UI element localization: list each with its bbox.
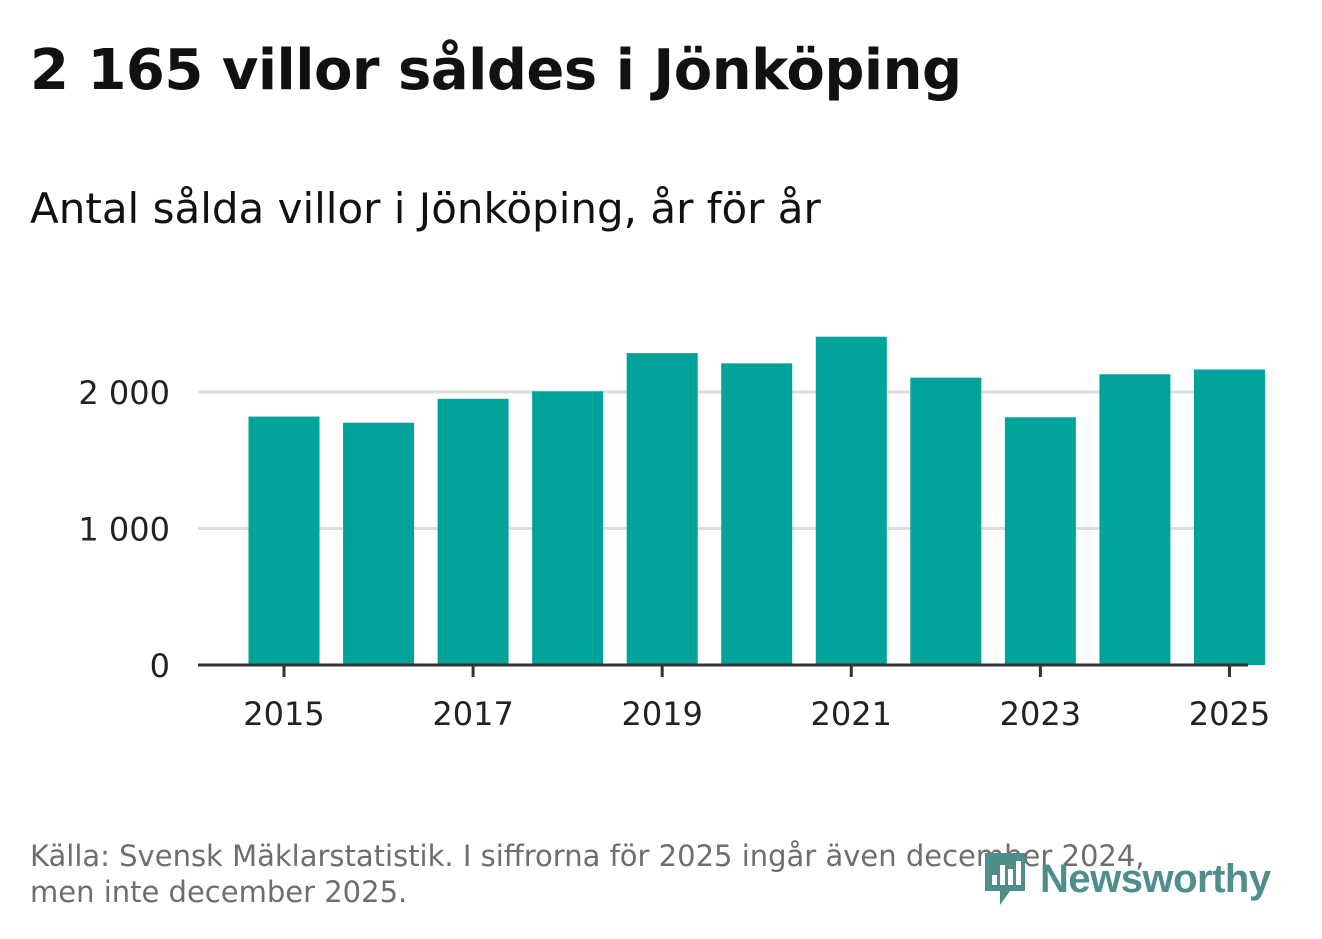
x-tick-label: 2019 [621,695,702,733]
x-tick-label: 2023 [1000,695,1081,733]
bar-2017 [437,398,509,665]
newsworthy-logo-icon [985,853,1025,905]
source-line-1: Källa: Svensk Mäklarstatistik. I siffror… [30,839,1145,873]
y-tick-label: 1 000 [78,511,170,549]
x-tick-label: 2021 [811,695,892,733]
bar-2016 [343,422,415,665]
x-tick-label: 2025 [1189,695,1270,733]
newsworthy-logo-text: Newsworthy [1040,856,1271,901]
bar-2025 [1193,369,1265,665]
bar-2020 [721,363,793,665]
bar-2018 [532,391,604,665]
newsworthy-logo: Newsworthy [980,848,1271,910]
bar-2024 [1099,374,1171,665]
source-line-2: men inte december 2025. [30,875,408,909]
bar-2022 [910,377,982,665]
y-tick-label: 0 [150,647,170,685]
bars [248,336,1265,665]
bar-2023 [1004,417,1076,665]
chart-subtitle: Antal sålda villor i Jönköping, år för å… [30,184,821,233]
x-tick-label: 2015 [243,695,324,733]
bar-2015 [248,416,320,665]
bar-chart: 2015 2017 2019 2021 2023 2025 0 1 000 2 000 [78,336,1270,733]
bar-2021 [815,336,887,665]
chart-title: 2 165 villor såldes i Jönköping [30,38,962,103]
y-tick-label: 2 000 [78,374,170,412]
source-note: Källa: Svensk Mäklarstatistik. I siffror… [30,838,1230,910]
x-axis: 2015 2017 2019 2021 2023 2025 [198,663,1270,733]
y-axis-labels: 0 1 000 2 000 [78,374,170,685]
x-tick-label: 2017 [432,695,513,733]
bar-2019 [626,353,698,665]
